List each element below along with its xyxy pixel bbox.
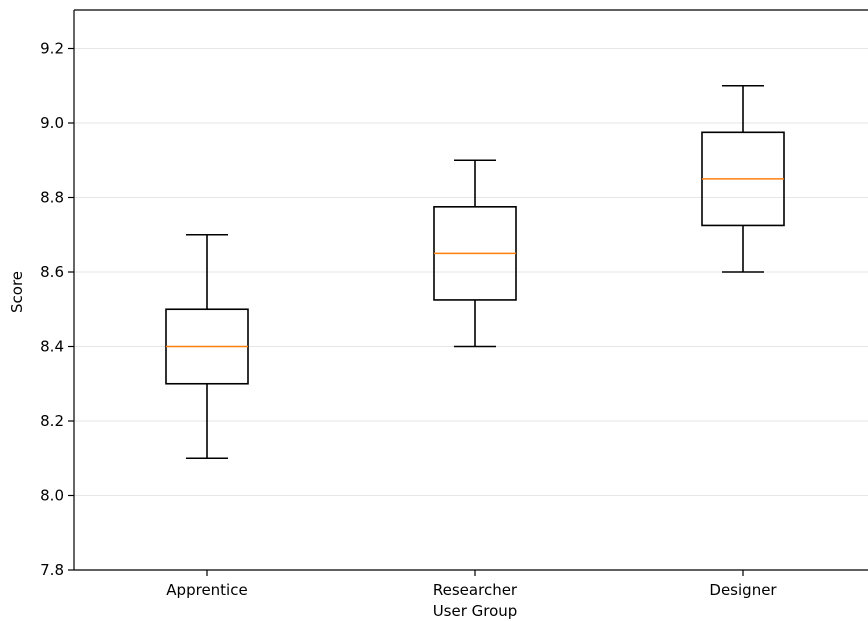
y-axis-label: Score [8,271,26,313]
x-axis-ticks: Apprentice Researcher Designer [166,570,777,599]
y-axis-ticks: 7.8 8.0 8.2 8.4 8.6 8.8 9.0 9.2 [40,40,74,579]
y-tick-label: 9.0 [40,114,64,132]
y-tick-label: 8.2 [40,412,64,430]
box-designer [701,84,785,273]
x-tick-label: Researcher [433,581,518,599]
y-tick-label: 8.4 [40,338,64,356]
y-tick-label: 9.2 [40,40,64,58]
y-tick-label: 8.8 [40,189,64,207]
y-tick-label: 7.8 [40,561,64,579]
x-tick-label: Apprentice [166,581,247,599]
y-tick-label: 8.0 [40,487,64,505]
box-researcher [433,159,517,348]
y-tick-label: 8.6 [40,263,64,281]
x-axis-label: User Group [433,602,518,620]
x-tick-label: Designer [709,581,777,599]
box-series [165,84,785,460]
box-apprentice [165,233,249,460]
